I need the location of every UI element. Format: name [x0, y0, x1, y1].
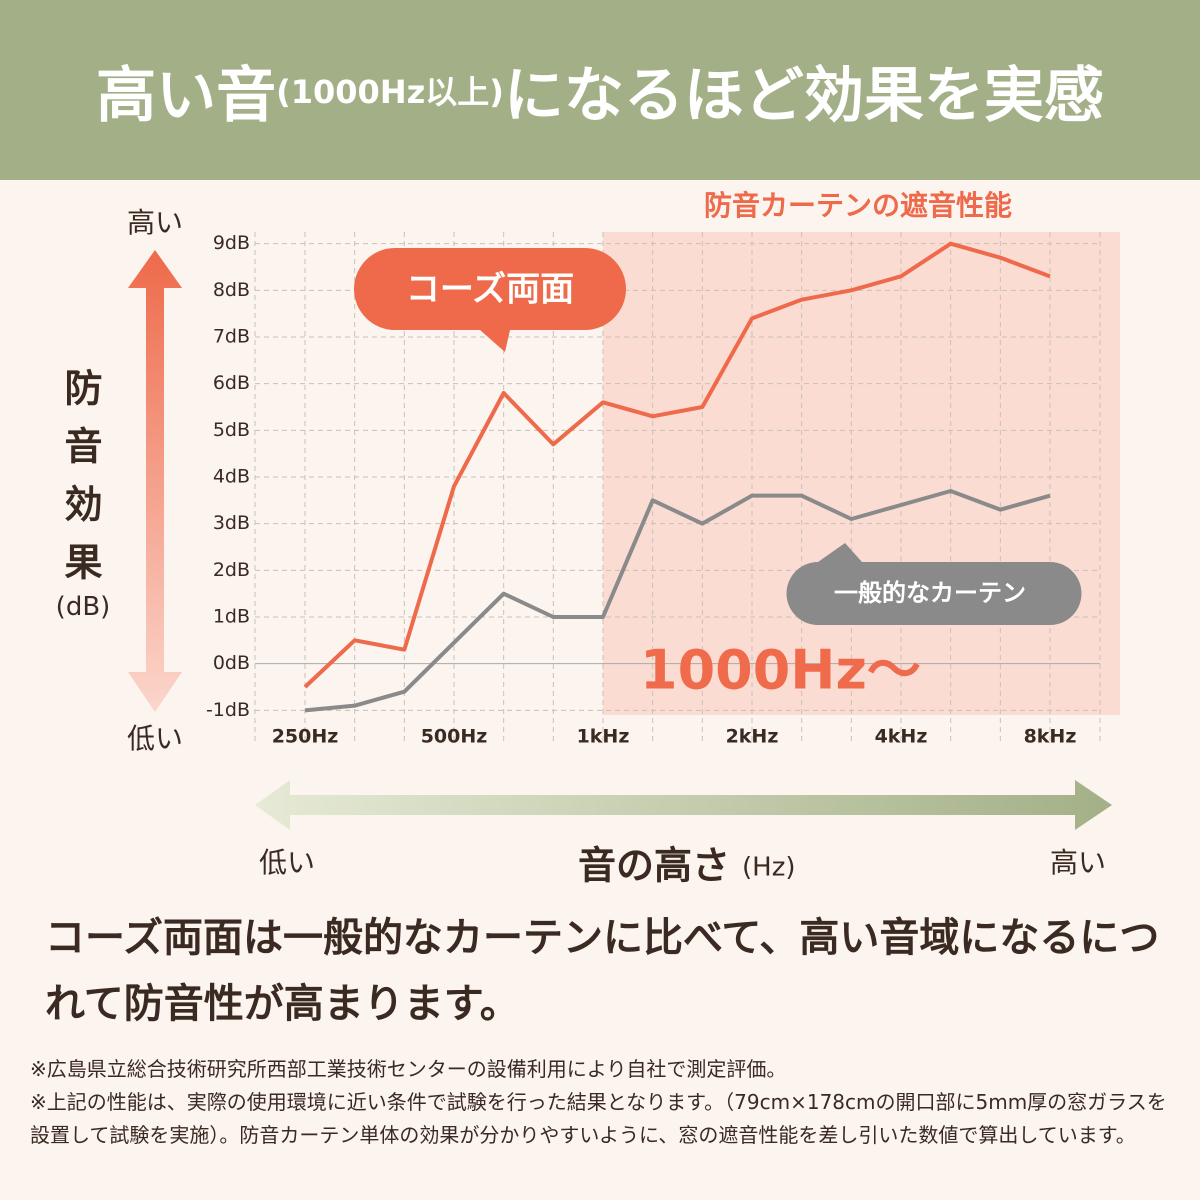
- x-tick-label: 8kHz: [1024, 726, 1077, 748]
- legend-callout: [354, 248, 626, 352]
- x-tick-label: 500Hz: [421, 726, 488, 748]
- y-tick-label: 3dB: [213, 512, 250, 534]
- x-tick-label: 250Hz: [272, 726, 339, 748]
- x-axis-unit: (Hz): [742, 853, 796, 883]
- y-tick-label: 6dB: [213, 372, 250, 394]
- y-tick-label: 9dB: [213, 232, 250, 254]
- x-high: 高い: [1050, 846, 1106, 879]
- title: 高い音: [96, 60, 277, 131]
- y-high: 高い: [127, 206, 183, 239]
- y-tick-label: 5dB: [213, 419, 250, 441]
- legend-label: コーズ両面: [406, 270, 574, 310]
- series-line: [303, 241, 1051, 689]
- y-tick-label: 0dB: [213, 652, 250, 674]
- note: ※上記の性能は、実際の使用環境に近い条件で試験を行った結果となります。（79cm…: [30, 1090, 1167, 1147]
- notes: ※広島県立総合技術研究所西部工業技術センターの設備利用により自社で測定評価。 ※…: [30, 1053, 1175, 1152]
- y-low: 低い: [127, 722, 183, 755]
- highlight-region: [603, 232, 1120, 715]
- note: ※広島県立総合技術研究所西部工業技術センターの設備利用により自社で測定評価。: [30, 1057, 787, 1081]
- y-tick-label: 2dB: [213, 559, 250, 581]
- header: 高い音 (1000Hz以上) になるほど効果を実感: [0, 0, 1200, 180]
- chart: 防音カーテンの遮音性能 1000Hz〜 -1dB 0dB 1dB 2dB 3dB 4dB 5dB…: [127, 189, 1120, 888]
- description: コーズ両面は一般的なカーテンに比べて、高い音域になるにつれて防音性が高まります。: [45, 915, 1160, 1027]
- arrow: [255, 780, 1112, 830]
- y-tick-label: 8dB: [213, 279, 250, 301]
- y-tick-label: -1dB: [206, 699, 250, 721]
- region-label: 防音カーテンの遮音性能: [704, 189, 1012, 222]
- x-axis-title: 音の高さ: [578, 844, 730, 888]
- legend-callout: [786, 543, 1082, 625]
- x-tick-label: 2kHz: [726, 726, 779, 748]
- arrow: [128, 250, 182, 712]
- region-marker: 1000Hz〜: [640, 639, 921, 702]
- title: になるほど効果を実感: [503, 60, 1104, 131]
- y-tick-label: 4dB: [213, 466, 250, 488]
- y-axis-unit: (dB): [55, 592, 111, 622]
- y-axis-title: 防音効果: [58, 368, 102, 600]
- series-line: [304, 489, 1051, 713]
- y-tick-label: 1dB: [213, 606, 250, 628]
- x-tick-label: 4kHz: [875, 726, 928, 748]
- x-tick-label: 1kHz: [577, 726, 630, 748]
- x-low: 低い: [259, 846, 315, 879]
- legend-label: 一般的なカーテン: [834, 579, 1026, 607]
- y-tick-label: 7dB: [213, 326, 250, 348]
- title-sub: (1000Hz以上): [276, 73, 504, 111]
